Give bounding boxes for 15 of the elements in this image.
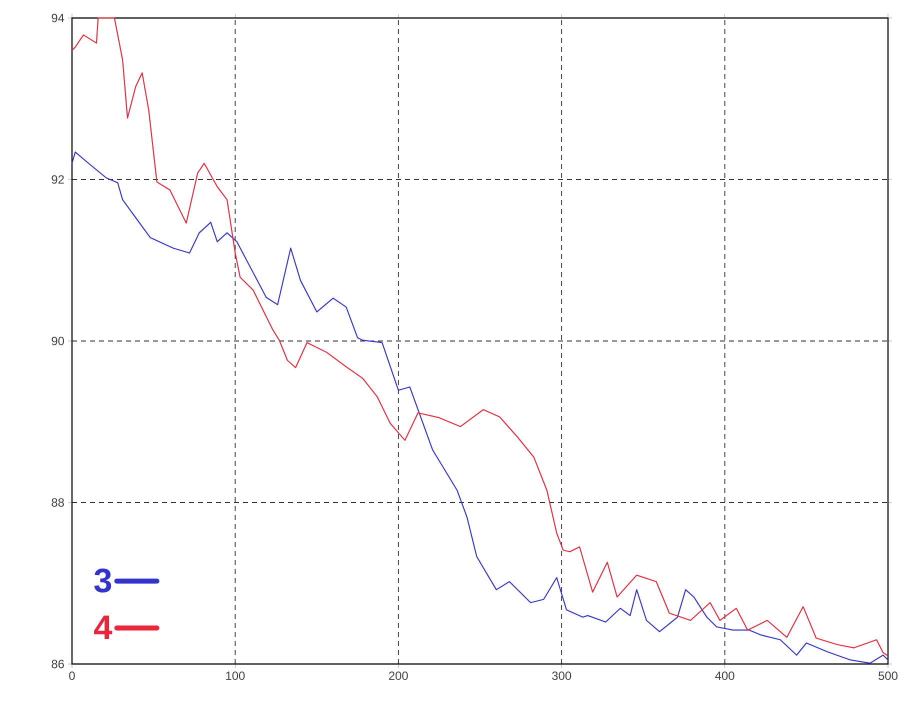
x-tick-label: 400 bbox=[715, 672, 734, 680]
line-series bbox=[71, 17, 889, 656]
x-tick-label: 200 bbox=[389, 672, 408, 680]
y-tick-label: 86 bbox=[52, 660, 64, 668]
y-tick-label: 94 bbox=[52, 14, 64, 22]
line-series bbox=[71, 151, 889, 664]
x-tick-label: 100 bbox=[226, 672, 245, 680]
legend-label: 4 bbox=[94, 616, 112, 639]
legend-label: 3 bbox=[94, 568, 112, 593]
x-tick-label: 300 bbox=[552, 672, 572, 680]
x-tick-label: 500 bbox=[878, 672, 898, 680]
y-tick-label: 88 bbox=[52, 498, 64, 507]
y-tick-label: 92 bbox=[52, 175, 64, 184]
x-tick-label: 0 bbox=[69, 672, 75, 680]
y-tick-label: 90 bbox=[52, 336, 64, 346]
